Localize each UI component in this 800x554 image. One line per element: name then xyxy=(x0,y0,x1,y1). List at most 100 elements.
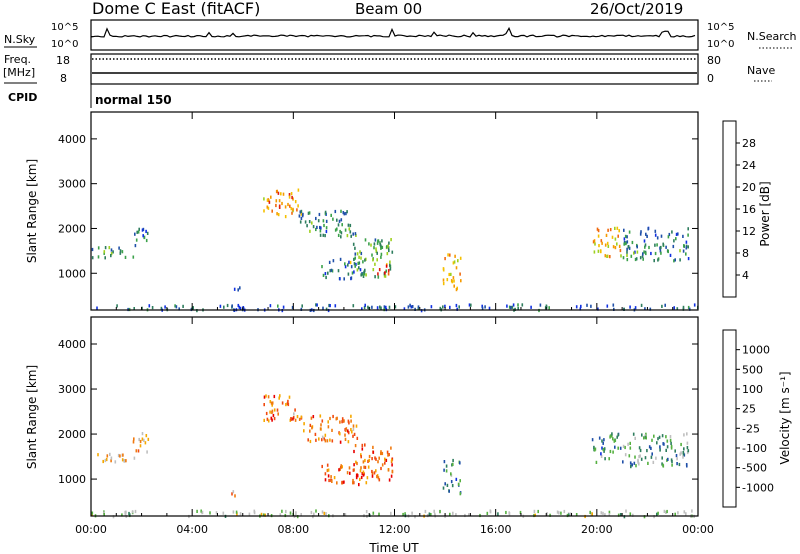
data-cell xyxy=(593,250,596,254)
data-cell xyxy=(231,492,233,496)
data-cell xyxy=(200,509,202,513)
data-cell xyxy=(601,446,603,450)
data-cell xyxy=(361,307,363,311)
data-cell xyxy=(453,284,455,288)
nsearch-label: N.Search xyxy=(747,30,797,43)
data-cell xyxy=(142,227,145,231)
data-cell xyxy=(267,395,270,399)
data-cell xyxy=(634,455,636,459)
data-cell xyxy=(391,469,394,473)
data-cell xyxy=(619,513,622,517)
data-cell xyxy=(329,304,331,308)
data-cell xyxy=(389,267,392,271)
data-cell xyxy=(339,420,341,424)
data-cell xyxy=(546,512,548,516)
data-cell xyxy=(341,417,344,421)
data-cell xyxy=(343,480,345,484)
data-cell xyxy=(375,247,377,251)
data-cell xyxy=(363,305,366,310)
data-cell xyxy=(374,456,376,460)
data-cell xyxy=(657,437,659,441)
data-cell xyxy=(310,416,313,420)
data-cell xyxy=(380,306,382,310)
data-cell xyxy=(272,413,275,418)
data-cell xyxy=(328,478,330,483)
data-cell xyxy=(605,233,608,237)
data-cell xyxy=(234,494,236,498)
data-cell xyxy=(151,306,154,310)
data-cell xyxy=(317,219,320,223)
data-cell xyxy=(637,458,639,462)
data-cell xyxy=(639,448,642,453)
data-cell xyxy=(363,270,366,274)
data-cell xyxy=(133,456,136,460)
data-cell xyxy=(321,419,324,423)
data-cell xyxy=(594,242,596,246)
data-cell xyxy=(270,401,273,405)
data-cell xyxy=(373,246,375,250)
data-cell xyxy=(147,437,150,441)
data-cell xyxy=(630,465,632,469)
data-cell xyxy=(378,456,380,460)
data-cell xyxy=(687,449,690,453)
data-cell xyxy=(384,457,386,461)
data-cell xyxy=(373,471,376,475)
data-cell xyxy=(368,458,370,463)
data-cell xyxy=(683,433,685,437)
data-cell xyxy=(330,268,333,272)
time-axis-label: Time UT xyxy=(368,541,419,554)
data-cell xyxy=(281,309,284,313)
data-cell xyxy=(294,418,297,422)
data-cell xyxy=(380,252,383,256)
data-cell xyxy=(622,444,625,448)
data-cell xyxy=(449,305,451,309)
data-cell xyxy=(104,246,107,250)
data-cell xyxy=(508,305,511,309)
data-cell xyxy=(641,433,643,437)
data-cell xyxy=(351,271,354,275)
data-cell xyxy=(403,307,406,311)
data-cell xyxy=(624,453,627,457)
data-cell xyxy=(613,439,616,443)
data-cell xyxy=(456,307,458,311)
data-cell xyxy=(627,442,629,446)
data-cell xyxy=(267,206,270,210)
data-cell xyxy=(652,460,655,464)
data-cell xyxy=(358,261,361,265)
data-cell xyxy=(331,479,333,483)
data-cell xyxy=(636,245,638,249)
data-cell xyxy=(315,509,317,513)
data-cell xyxy=(629,512,632,516)
data-cell xyxy=(354,252,357,256)
data-cell xyxy=(287,202,289,207)
data-cell xyxy=(355,424,358,428)
data-cell xyxy=(607,228,609,232)
data-cell xyxy=(459,256,462,260)
data-cell xyxy=(365,273,367,277)
data-cell xyxy=(370,243,372,247)
data-cell xyxy=(276,212,278,216)
data-cell xyxy=(604,254,607,258)
data-cell xyxy=(390,511,392,515)
data-cell xyxy=(644,307,646,311)
data-cell xyxy=(267,198,270,202)
data-cell xyxy=(341,465,343,469)
colorbar-frame xyxy=(722,120,737,298)
data-cell xyxy=(439,509,441,514)
data-cell xyxy=(453,260,456,264)
data-cell xyxy=(103,250,106,254)
velocity-colorbar: -1000 -500 -100 -25 25 100 500 1000 xyxy=(722,329,774,508)
data-cell xyxy=(505,510,507,515)
data-cell xyxy=(278,396,280,400)
data-cell xyxy=(666,445,669,449)
power-ylabel: Slant Range [km] xyxy=(25,159,39,263)
data-cell xyxy=(355,233,357,237)
data-cell xyxy=(339,257,342,261)
data-cell xyxy=(316,303,318,307)
data-cell xyxy=(368,242,370,246)
data-cell xyxy=(597,307,599,311)
data-cell xyxy=(145,434,148,438)
data-cell xyxy=(125,459,127,463)
data-cell xyxy=(279,513,282,517)
